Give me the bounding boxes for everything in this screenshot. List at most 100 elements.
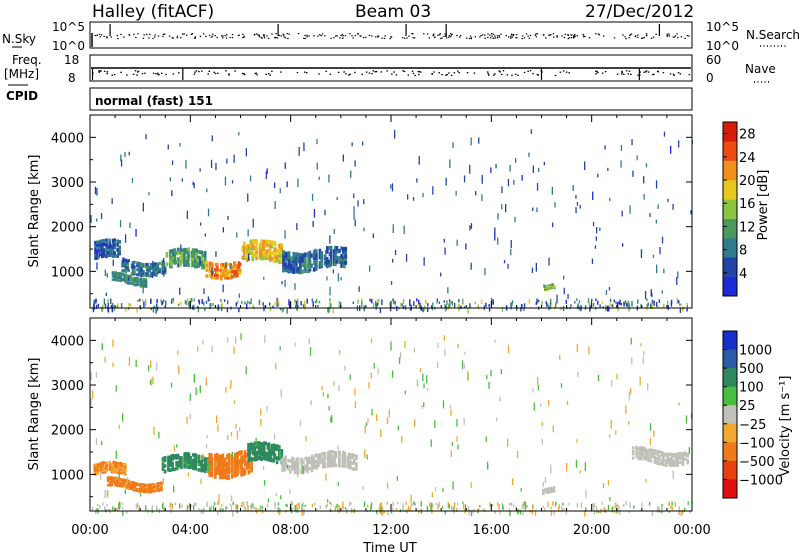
vel-echo-cell: [142, 483, 145, 486]
vel-echo-cell: [112, 465, 115, 468]
vel-echo-cell: [248, 457, 251, 462]
vel-echo-cell: [355, 465, 358, 469]
vel-echo-cell: [666, 457, 670, 461]
vel-scatter-echo: [386, 417, 389, 425]
nsky-point: [603, 35, 605, 37]
vel-echo-cell: [662, 451, 665, 455]
power-echo-cell: [155, 271, 158, 275]
vel-echo-cell: [242, 458, 245, 464]
nave-point: [304, 71, 306, 73]
vel-clutter: [684, 507, 686, 512]
power-clutter: [449, 300, 451, 307]
power-clutter: [670, 299, 673, 304]
nave-point: [268, 73, 270, 75]
nsky-point: [508, 36, 510, 38]
vel-echo-cell: [108, 466, 112, 470]
nave-point: [345, 73, 347, 75]
power-echo-cell: [323, 261, 327, 266]
cpid-label: CPID: [6, 89, 38, 103]
power-clutter: [477, 304, 479, 310]
power-echo-cell: [116, 276, 119, 279]
vel-echo-cell: [105, 467, 108, 470]
power-scatter-echo: [152, 260, 154, 268]
power-scatter-echo: [297, 178, 299, 188]
power-echo-cell: [105, 248, 108, 253]
power-scatter-echo: [354, 219, 356, 227]
vel-echo-cell: [641, 448, 645, 452]
nave-point: [126, 74, 128, 76]
power-echo-cell: [155, 262, 158, 266]
vel-echo-cell: [635, 450, 638, 454]
vel-echo-cell: [106, 476, 110, 479]
power-echo-cell: [220, 271, 223, 275]
power-echo-cell: [236, 274, 239, 278]
power-clutter: [511, 302, 513, 306]
vel-echo-cell: [648, 458, 651, 462]
vel-scatter-echo: [187, 472, 190, 477]
power-clutter: [546, 303, 548, 307]
vel-scatter-echo: [628, 421, 630, 425]
nsky-point: [412, 37, 414, 39]
vel-echo-cell: [542, 491, 545, 493]
vel-clutter: [226, 506, 228, 510]
power-scatter-echo: [104, 269, 106, 276]
power-echo-cell: [292, 262, 296, 267]
power-scatter-echo: [247, 193, 249, 202]
vel-scatter-echo: [124, 489, 126, 495]
power-scatter-echo: [447, 287, 449, 294]
power-echo-cell: [245, 248, 249, 253]
vel-echo-cell: [253, 451, 257, 456]
vel-scatter-echo: [541, 421, 543, 426]
vel-echo-cell: [197, 459, 200, 464]
vel-scatter-echo: [162, 478, 164, 484]
vel-scatter-echo: [189, 413, 191, 420]
vel-echo-cell: [176, 464, 180, 468]
nave-point: [414, 74, 416, 77]
power-echo-cell: [94, 250, 97, 254]
vel-echo-cell: [329, 450, 333, 454]
nsky-point: [513, 34, 515, 36]
power-scatter-echo: [192, 181, 194, 186]
vel-echo-cell: [171, 465, 174, 469]
power-clutter: [104, 303, 107, 308]
nsky-point: [512, 34, 514, 36]
vel-scatter-echo: [630, 337, 632, 345]
power-echo-cell: [278, 243, 281, 248]
power-echo-cell: [187, 253, 190, 258]
vel-echo-cell: [295, 463, 298, 467]
power-clutter: [541, 301, 543, 306]
power-echo-cell: [304, 258, 307, 263]
power-clutter: [458, 299, 460, 303]
power-echo-cell: [122, 259, 125, 263]
vel-echo-cell: [291, 467, 295, 471]
vel-clutter: [379, 507, 382, 514]
vel-scatter-echo: [368, 382, 370, 389]
vel-echo-cell: [156, 486, 160, 490]
power-clutter: [460, 305, 462, 309]
power-scatter-echo: [135, 229, 137, 237]
nave-point: [621, 71, 623, 74]
power-echo-cell: [233, 270, 237, 274]
velocity-colorbar-swatch: [723, 442, 737, 462]
power-echo-cell: [111, 271, 115, 274]
power-echo-cell: [545, 288, 549, 290]
power-echo-cell: [114, 279, 118, 282]
vel-scatter-echo: [421, 405, 423, 409]
vel-echo-cell: [245, 465, 249, 470]
vel-echo-cell: [636, 451, 640, 455]
power-echo-cell: [140, 272, 143, 276]
cpid-value: normal (fast) 151: [95, 94, 213, 108]
vel-echo-cell: [160, 487, 163, 490]
nsky-point: [280, 35, 282, 37]
power-echo-cell: [140, 274, 143, 278]
vel-scatter-echo: [422, 373, 424, 382]
vel-echo-cell: [221, 465, 225, 471]
vel-scatter-echo: [330, 417, 332, 423]
vel-clutter: [524, 506, 527, 511]
vel-scatter-echo: [211, 345, 213, 353]
vel-echo-cell: [270, 449, 274, 453]
nsky-point: [448, 35, 450, 37]
vel-echo-cell: [223, 462, 227, 467]
